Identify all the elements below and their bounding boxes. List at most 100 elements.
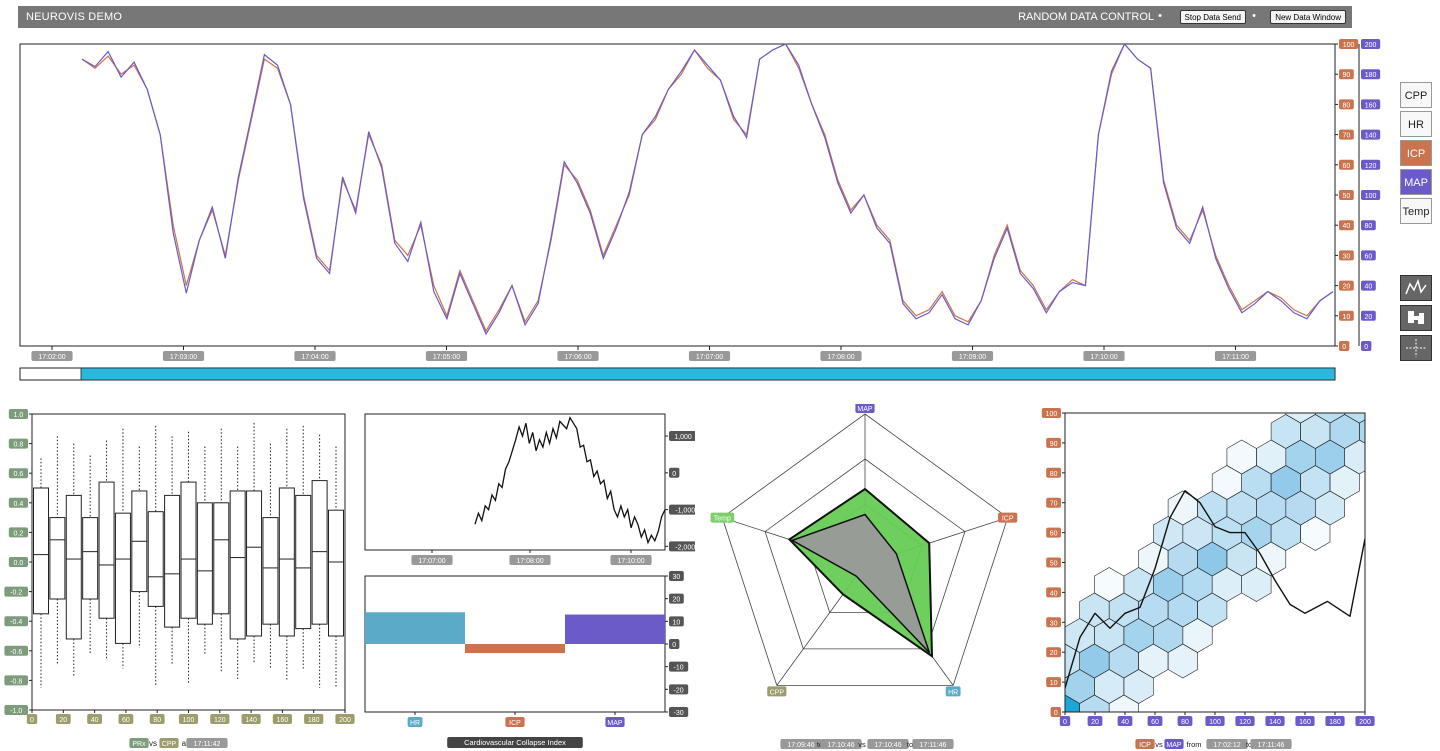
y-tick-label: 10 <box>1050 680 1058 687</box>
icon-shape <box>1405 278 1427 295</box>
x-tick-label: 120 <box>1239 719 1251 726</box>
y-tick-label-bg <box>4 675 29 686</box>
icp-axis-label-bg <box>1339 190 1354 200</box>
bar-category-label-bg <box>505 717 525 727</box>
caption-at: at <box>182 739 189 748</box>
x-tick-label: 17:07:00 <box>696 354 723 361</box>
caption-range2-end: 17:11:46 <box>920 742 947 749</box>
x-tick-label-bg <box>951 351 994 361</box>
x-tick-label-bg <box>820 351 862 361</box>
box <box>246 490 263 637</box>
y-tick-label: 60 <box>1050 531 1058 538</box>
map-axis-label: 180 <box>1365 72 1377 79</box>
x-tick-label-bg <box>304 714 324 724</box>
y-tick-label: 40 <box>1050 590 1058 597</box>
x-tick-label-bg <box>210 714 230 724</box>
y-tick-label-bg <box>669 504 695 515</box>
caption-cpp-bg <box>159 738 179 748</box>
map-axis-label-bg <box>1361 190 1381 200</box>
x-tick-label-bg <box>55 714 71 724</box>
bar-category-label-bg <box>407 717 423 727</box>
brush-selection[interactable] <box>80 367 1336 381</box>
trend-curve <box>1065 490 1365 689</box>
map-axis-label-bg <box>1361 280 1376 291</box>
y-tick-label: 0.6 <box>14 471 24 478</box>
icp-axis-label: 0 <box>1342 344 1346 351</box>
icp-axis-label-bg <box>1339 280 1354 291</box>
icp-axis-label: 20 <box>1343 284 1351 291</box>
x-tick-label: 200 <box>339 717 351 724</box>
map-axis-label-bg <box>1361 250 1376 261</box>
y-tick-label: -30 <box>674 710 684 717</box>
x-tick-label: 60 <box>1151 719 1159 726</box>
y-tick-label-bg <box>669 684 689 695</box>
y-tick-label-bg <box>8 438 29 449</box>
radar-axis-label-temp: Temp <box>714 516 731 523</box>
y-tick-label-bg <box>669 467 680 478</box>
caption-range2-start: 17:10:46 <box>874 742 901 749</box>
radar-axis-label-hr-bg <box>945 686 961 697</box>
channel-button-map[interactable]: MAP <box>1400 169 1432 195</box>
prx-boxplot-chart[interactable]: 1.0 0.8 0.6 0.4 0.2 0.0 -0.2 -0.4 -0.6 -0.8 -1.0 0 2… <box>0 404 355 751</box>
new-data-window-button[interactable]: New Data Window <box>1270 10 1346 24</box>
crosshair-tool-button[interactable] <box>1400 335 1432 361</box>
map-axis-label-bg <box>1361 220 1376 231</box>
app-title: NEUROVIS DEMO <box>26 11 123 23</box>
box <box>164 494 181 628</box>
map-axis-label: 100 <box>1365 193 1377 200</box>
y-tick-label-bg <box>1046 647 1061 658</box>
channel-button-temp[interactable]: Temp <box>1400 198 1432 224</box>
caption-prx-bg <box>129 738 149 748</box>
block-chart-icon <box>1408 311 1424 324</box>
y-tick-label: -10 <box>674 665 684 672</box>
x-tick-label: 140 <box>1269 719 1281 726</box>
stop-data-send-button[interactable]: Stop Data Send <box>1179 10 1246 24</box>
y-tick-label: 0.4 <box>14 501 24 508</box>
main-timeseries-chart[interactable]: 17:02:00 17:03:00 17:04:00 17:05:00 17:06:00… <box>0 30 1395 385</box>
y-tick-label-bg <box>669 541 695 552</box>
block-chart-tool-button[interactable] <box>1400 305 1432 331</box>
y-tick-label-bg <box>1046 677 1061 688</box>
radar-grid-ring <box>721 413 1009 686</box>
icp-axis-label-bg <box>1339 39 1359 49</box>
channel-button-hr[interactable]: HR <box>1400 111 1432 137</box>
caption-vs: vs <box>858 740 866 749</box>
cci-caption-bg <box>447 737 583 748</box>
y-tick-label-bg <box>4 645 29 656</box>
y-tick-label-bg <box>1046 557 1061 568</box>
y-tick-label: 10 <box>673 619 681 626</box>
y-tick-label: -1.0 <box>10 708 22 715</box>
x-tick-label: 17:02:00 <box>38 354 65 361</box>
channel-button-icp[interactable]: ICP <box>1400 140 1432 166</box>
hex-cell <box>1374 404 1395 423</box>
caption-time: 17:11:42 <box>194 741 221 748</box>
separator-dot-icon: • <box>1252 10 1256 22</box>
cci-bar-chart[interactable]: 30 20 10 0 -10 -20 -30 HR ICP MAP Cardiovascular C… <box>355 569 695 751</box>
caption-end-time: 17:11:46 <box>1258 742 1285 749</box>
map-axis-label: 80 <box>1365 223 1373 230</box>
map-axis-label-bg <box>1361 129 1381 140</box>
line-chart-tool-button[interactable] <box>1400 275 1432 301</box>
series-line-map <box>81 42 1334 336</box>
cci-timeseries-chart[interactable]: 1,000 0 -1,000 -2,000 17:07:00 17:08:00 17:10:… <box>355 404 695 569</box>
y-tick-label: 20 <box>1050 650 1058 657</box>
x-tick-label: 80 <box>1181 719 1189 726</box>
icp-axis-label-bg <box>1339 99 1354 110</box>
x-tick-label-bg <box>411 555 453 565</box>
channel-button-cpp[interactable]: CPP <box>1400 82 1432 108</box>
caption-range1-end: 17:10:46 <box>827 742 854 749</box>
x-tick-label-bg <box>241 714 261 724</box>
x-tick-label: 17:08:00 <box>516 558 543 565</box>
separator-dot-icon: • <box>1158 10 1162 22</box>
y-tick-label: 0 <box>672 642 676 649</box>
caption-cpp: CPP <box>162 741 177 748</box>
box <box>295 494 312 630</box>
box <box>65 494 82 640</box>
line-chart-icon <box>1405 278 1427 295</box>
bar-category-label-bg <box>605 717 625 727</box>
random-data-control-label: RANDOM DATA CONTROL <box>1018 11 1154 23</box>
y-tick-label-bg <box>1046 467 1061 478</box>
radar-axis-label-icp: ICP <box>1002 516 1014 523</box>
